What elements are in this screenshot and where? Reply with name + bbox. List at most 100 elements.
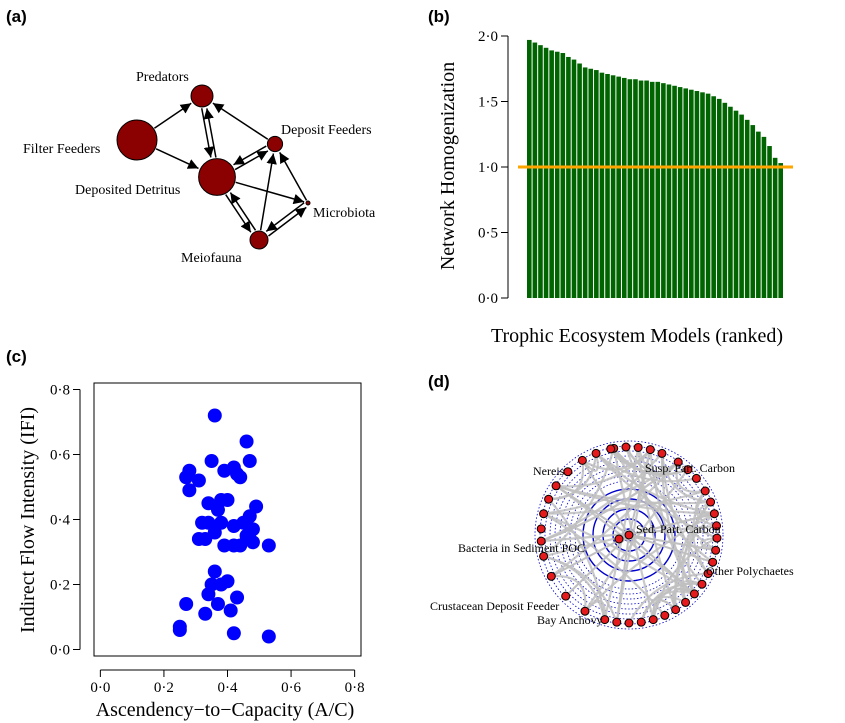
node-label-predators: Predators: [136, 70, 189, 85]
plot-frame: [93, 382, 362, 657]
bar: [722, 102, 728, 298]
scatter-point: [261, 629, 276, 644]
x-axis-title: Trophic Ecosystem Models (ranked): [491, 325, 783, 347]
network-node: [591, 448, 601, 458]
bar: [560, 53, 566, 298]
x-tick-label: 0·4: [218, 680, 238, 696]
network-edge: [628, 534, 716, 552]
network-label-susp-part-carbon: Susp. Part. Carbon: [645, 461, 735, 475]
bar: [756, 131, 761, 298]
bar: [582, 67, 588, 298]
network-node: [536, 524, 546, 534]
network-edge: [660, 453, 709, 575]
network-node: [633, 442, 643, 452]
scatter-point: [217, 463, 232, 478]
scatter-point: [198, 606, 213, 621]
bar: [649, 81, 655, 298]
bar: [571, 59, 577, 298]
scatter-point: [245, 535, 260, 550]
scatter-point: [204, 454, 219, 468]
network-ring-dotted: [544, 450, 714, 620]
bar: [661, 83, 666, 298]
bar: [689, 89, 694, 299]
food-web-node-meiofauna: [249, 230, 269, 250]
node-label-microbiota: Microbiota: [313, 206, 376, 221]
network-node: [673, 457, 683, 467]
network-node: [544, 494, 554, 504]
food-web-node-deposit: [266, 135, 284, 153]
scatter-point: [198, 532, 213, 546]
scatter-point: [172, 623, 187, 637]
network-node: [657, 448, 667, 458]
bar: [610, 75, 616, 298]
network-node: [563, 467, 573, 477]
network-node: [614, 534, 624, 544]
bar: [621, 77, 627, 298]
network-node: [539, 551, 549, 561]
network-label-sed-part-carbon: Sed. Part. Carbon: [636, 522, 721, 536]
scatter-point: [207, 408, 222, 423]
food-web-node-predators: [190, 84, 214, 108]
bar: [554, 51, 560, 298]
y-tick-label: 0·0: [478, 291, 498, 307]
scatter-point: [210, 502, 225, 517]
bar: [672, 85, 677, 298]
network-node: [645, 445, 655, 455]
network-edge: [615, 534, 630, 623]
panel-label-c: (c): [6, 347, 27, 366]
network-label-nereis: Nereis: [533, 464, 565, 478]
network-edge: [637, 447, 717, 552]
food-web-edge: [265, 202, 305, 232]
node-label-deposit-feeders: Deposit Feeders: [281, 123, 372, 138]
food-web-node-detritus: [198, 158, 236, 196]
network-node: [561, 591, 571, 601]
network-edge: [628, 449, 652, 536]
network-node: [536, 536, 546, 546]
bar: [532, 42, 538, 298]
food-web-edge: [212, 102, 269, 140]
bar: [683, 88, 689, 299]
network-edge: [543, 489, 706, 515]
bar: [638, 80, 644, 298]
bar: [666, 84, 672, 298]
scatter-point: [220, 493, 235, 507]
network-node: [711, 545, 721, 555]
network-label-crustacean: Crustacean Deposit Feeder: [430, 599, 559, 613]
bar: [711, 96, 716, 298]
network-node: [681, 597, 691, 607]
x-tick-label: 0·6: [281, 680, 301, 696]
bar: [594, 70, 599, 298]
scatter-point: [261, 538, 276, 553]
food-web-edge: [225, 194, 252, 233]
bar: [577, 63, 582, 299]
scatter-point: [226, 626, 241, 641]
network-edge: [565, 534, 630, 597]
scatter-point: [223, 603, 238, 618]
network-ring-dotted: [534, 440, 724, 630]
panel-label-b: (b): [428, 7, 450, 26]
network-node: [577, 455, 587, 465]
bar: [761, 136, 767, 298]
network-node: [648, 615, 658, 625]
bar: [655, 81, 661, 298]
bar: [767, 146, 772, 298]
scatter-axes: 0·0 0·2 0·4 0·6 0·8 0·0 0·2 0·4 0·6 0·8: [50, 383, 365, 697]
x-tick-label: 0·0: [90, 680, 110, 696]
network-edge: [595, 452, 715, 515]
y-tick-label: 0·5: [478, 226, 498, 242]
food-web-edge: [268, 206, 307, 237]
network-node: [660, 610, 670, 620]
network-node: [689, 589, 699, 599]
network-edge: [548, 460, 585, 501]
food-web-labels: Filter Feeders Predators Deposit Feeders…: [23, 70, 376, 266]
bar: [633, 79, 638, 298]
network-edge: [628, 572, 709, 624]
scatter-point: [207, 564, 222, 579]
network-edge: [649, 449, 696, 595]
food-web-edge: [153, 102, 192, 129]
network-edge: [581, 459, 630, 536]
food-web-edge: [155, 148, 199, 170]
food-web-edges: [153, 102, 308, 237]
bar: [772, 157, 778, 298]
